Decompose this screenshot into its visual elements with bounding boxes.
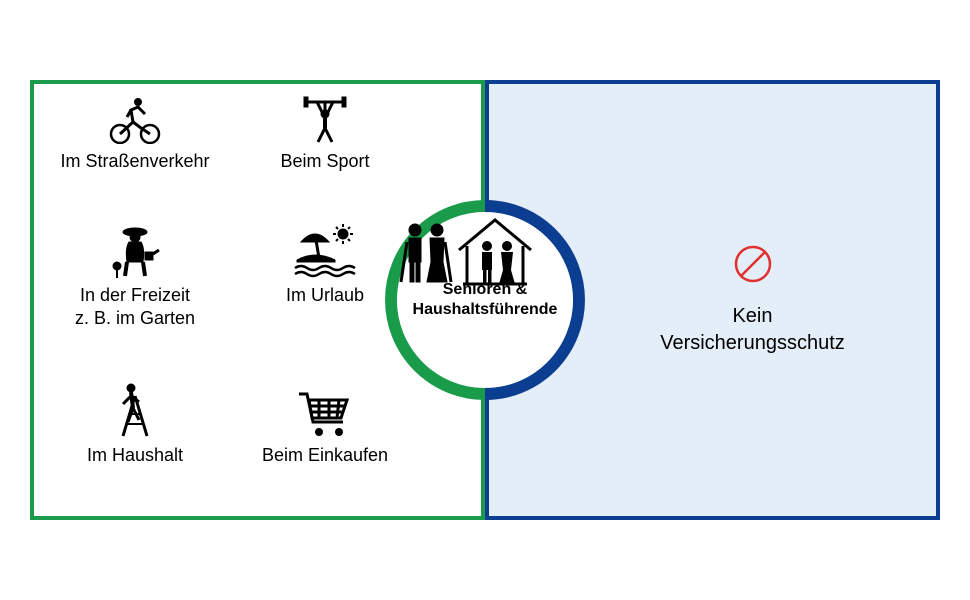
gardener-icon bbox=[40, 224, 230, 278]
activity-label: Im Haushalt bbox=[40, 444, 230, 467]
no-coverage-label: Kein Versicherungsschutz bbox=[660, 303, 845, 357]
activity-label: Beim Sport bbox=[230, 150, 420, 173]
activity-sport: Beim Sport bbox=[230, 90, 420, 173]
activity-household: Im Haushalt bbox=[40, 384, 230, 467]
activity-label: Im Straßenverkehr bbox=[40, 150, 230, 173]
activity-traffic: Im Straßenverkehr bbox=[40, 90, 230, 173]
ladder-person-icon bbox=[40, 384, 230, 438]
activity-label: Beim Einkaufen bbox=[230, 444, 420, 467]
activity-label: In der Freizeit z. B. im Garten bbox=[40, 284, 230, 329]
center-audience-circle: Senioren & Haushaltsführende bbox=[385, 200, 585, 400]
weightlifter-icon bbox=[230, 90, 420, 144]
prohibit-icon bbox=[733, 244, 773, 289]
activity-leisure: In der Freizeit z. B. im Garten bbox=[40, 224, 230, 329]
cyclist-icon bbox=[40, 90, 230, 144]
